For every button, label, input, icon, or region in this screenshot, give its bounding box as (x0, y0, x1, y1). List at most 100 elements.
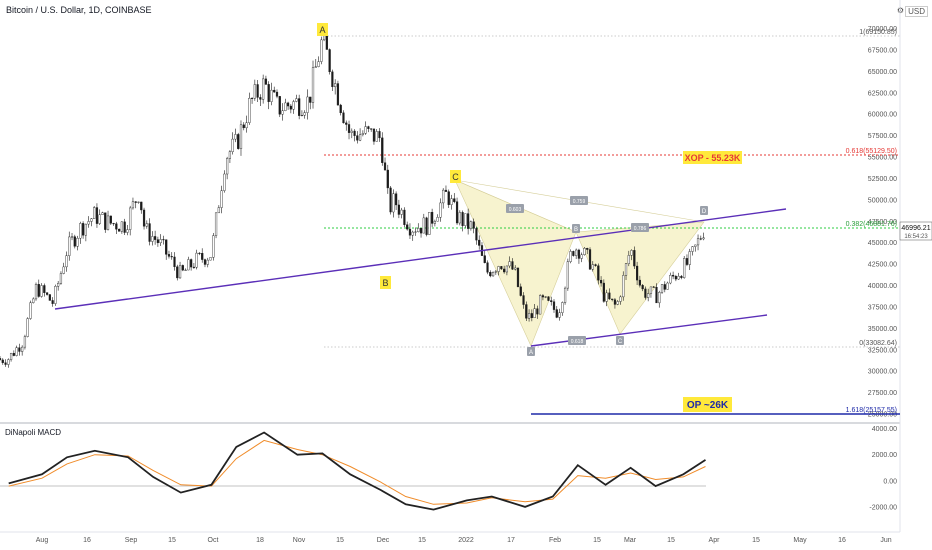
price-tick-label: 62500.00 (868, 90, 897, 97)
candle-body (209, 257, 212, 261)
lower-trendline[interactable] (530, 314, 768, 347)
harmonic-x-badge (527, 347, 535, 356)
candle-body (455, 201, 459, 224)
time-tick-label: Nov (293, 537, 306, 544)
ratio-label-2: 0.759 (573, 199, 586, 205)
candle-body (87, 221, 90, 225)
candle-body (458, 212, 461, 224)
candle-body (40, 285, 43, 297)
time-tick-label: 18 (256, 537, 264, 544)
candle-body (685, 258, 689, 265)
point-b-label: B (382, 278, 388, 288)
candle-body (37, 284, 40, 297)
candle-body (469, 221, 472, 229)
time-tick-label: Jun (880, 537, 891, 544)
macd-axis: 4000.00 2000.00 0.00 -2000.00 (869, 426, 897, 511)
ratio-badge-1 (506, 204, 524, 213)
price-tick-label: 27500.00 (868, 390, 897, 397)
candle-body (672, 274, 675, 277)
candle-body (253, 84, 256, 99)
support-trendline[interactable] (54, 208, 787, 310)
candle-body (613, 299, 617, 305)
candle-body (264, 78, 268, 85)
candle-body (239, 124, 243, 149)
candle-body (439, 202, 442, 218)
harmonic-d-badge (700, 206, 708, 215)
price-tick-label: 70000.00 (868, 26, 897, 33)
candle-body (206, 259, 209, 265)
candle-body (134, 201, 137, 203)
price-tick-label: 57500.00 (868, 133, 897, 140)
current-price-tag (899, 221, 932, 241)
candle-body (95, 207, 99, 224)
candle-body (76, 237, 79, 247)
candle-body (569, 251, 572, 262)
candle-body (561, 302, 564, 313)
candle-body (65, 255, 68, 268)
candle-body (320, 39, 323, 62)
candle-body (298, 98, 301, 116)
candle-body (503, 268, 506, 273)
candle-body (70, 236, 74, 238)
candle-body (572, 251, 575, 256)
candle-body (336, 83, 340, 106)
candle-body (9, 353, 13, 360)
candle-body (45, 292, 49, 295)
candle-body (624, 263, 628, 276)
candle-body (32, 298, 35, 303)
candle-body (511, 261, 514, 270)
candle-body (403, 209, 406, 225)
candle-body (489, 272, 492, 277)
candle-body (378, 131, 381, 139)
candle-body (295, 98, 298, 102)
candle-body (142, 209, 146, 227)
candle-body (591, 264, 594, 270)
candle-body (527, 313, 531, 319)
candle-body (467, 213, 470, 229)
candle-body (109, 215, 112, 224)
candle-body (580, 254, 583, 259)
candle-body (666, 282, 669, 290)
candle-body (245, 122, 248, 129)
candle-body (525, 304, 528, 319)
price-axis: 70000.00 67500.00 65000.00 62500.00 60000.00… (868, 26, 897, 419)
candle-body (575, 249, 578, 256)
candle-body (544, 296, 547, 298)
candle-body (106, 215, 110, 230)
candle-body (663, 284, 666, 290)
candle-body (120, 221, 123, 232)
candle-body (563, 287, 567, 303)
candle-body (256, 84, 259, 98)
candle-body (156, 239, 159, 244)
candle-body (622, 275, 625, 298)
candle-body (342, 112, 345, 124)
candle-body (148, 223, 151, 242)
candle-body (389, 187, 392, 213)
candle-body (619, 296, 622, 302)
currency-badge[interactable]: USD (905, 6, 928, 17)
candle-body (79, 223, 82, 239)
candle-body (137, 201, 140, 203)
price-tick-label: 52500.00 (868, 176, 897, 183)
candle-body (350, 130, 353, 133)
candle-body (552, 301, 556, 310)
candle-body (15, 347, 18, 356)
ratio-badge-4 (631, 223, 649, 232)
candle-body (123, 221, 126, 233)
time-tick-label: 16 (838, 537, 846, 544)
candle-body (530, 313, 533, 319)
candle-body (270, 89, 273, 102)
price-tick-label: 47500.00 (868, 219, 897, 226)
candle-body (59, 273, 63, 284)
candle-body (450, 198, 453, 205)
candle-body (328, 49, 331, 73)
candle-body (494, 271, 497, 273)
candle-body (267, 84, 270, 102)
price-tick-label: 40000.00 (868, 283, 897, 290)
candle-body (190, 259, 193, 268)
time-tick-label: 16 (83, 537, 91, 544)
candle-body (284, 102, 287, 111)
candle-body (303, 112, 306, 116)
candle-body (1, 359, 4, 363)
